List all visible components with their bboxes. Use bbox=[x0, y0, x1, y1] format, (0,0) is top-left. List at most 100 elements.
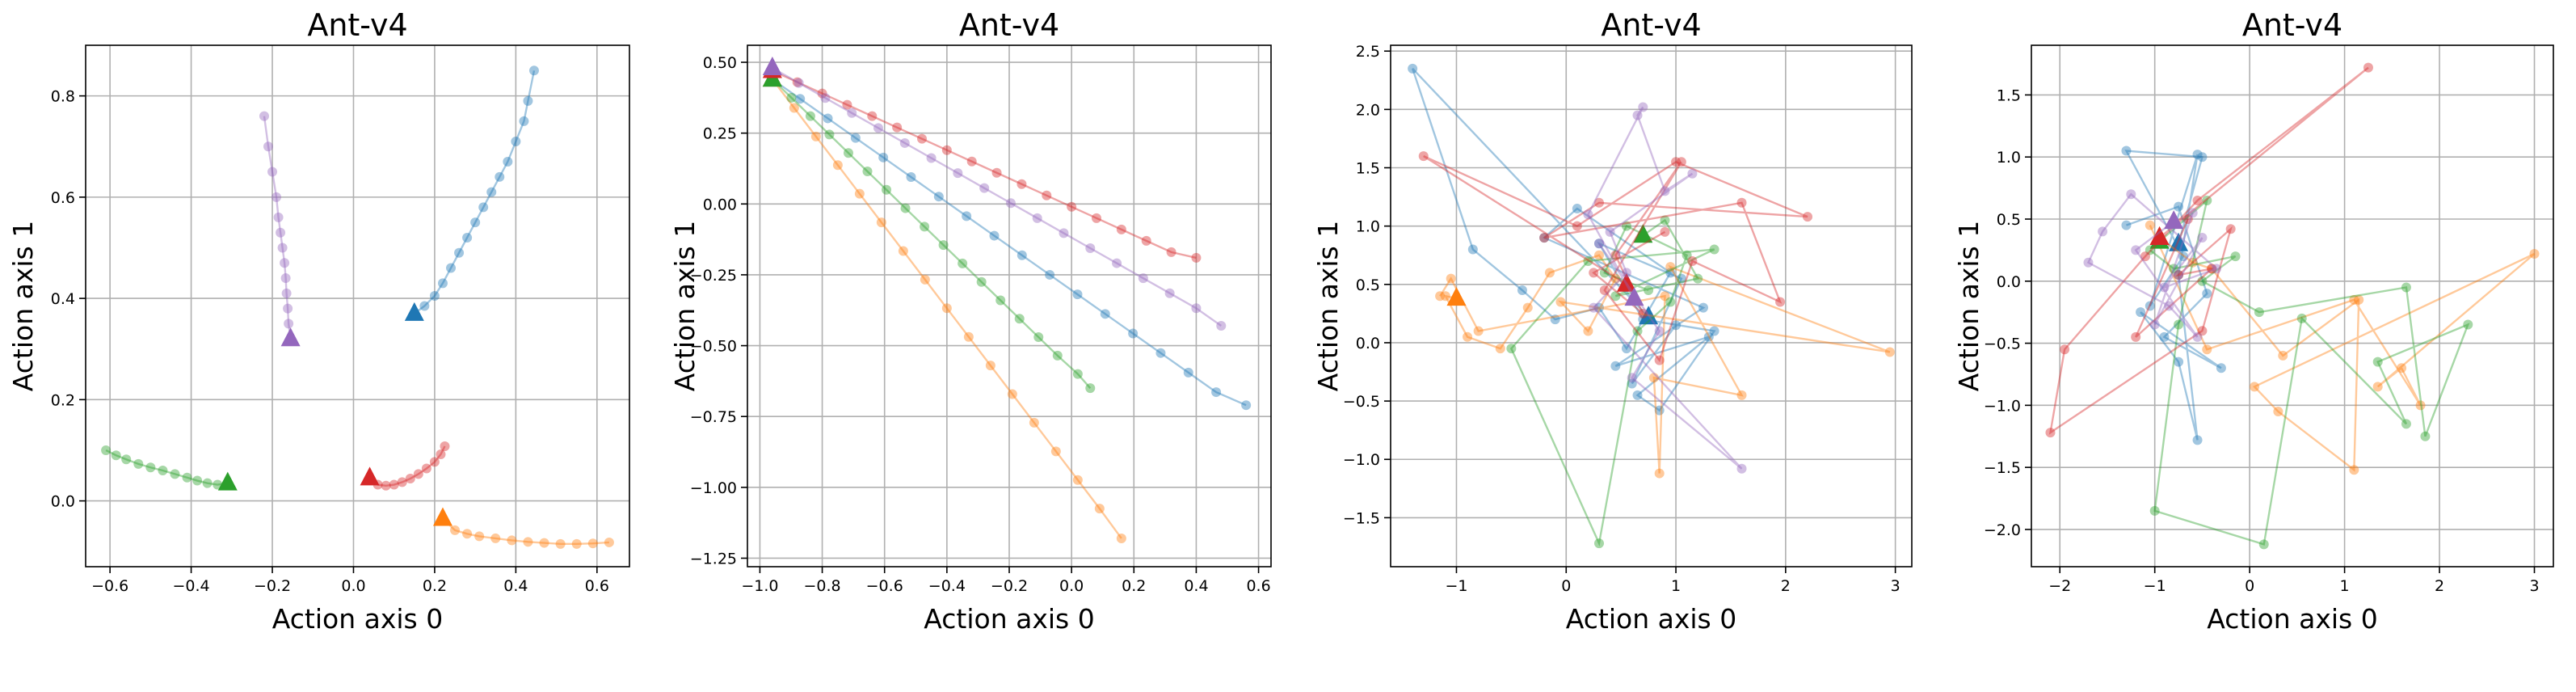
x-tick-label: 0.6 bbox=[1246, 577, 1270, 595]
x-axis-label: Action axis 0 bbox=[272, 603, 443, 635]
data-point bbox=[1682, 250, 1692, 260]
data-point bbox=[1654, 326, 1665, 336]
data-point bbox=[958, 258, 968, 268]
data-point bbox=[1014, 314, 1025, 324]
axes-frame bbox=[2031, 44, 2554, 568]
data-point bbox=[1676, 157, 1686, 167]
data-point bbox=[1665, 262, 1676, 272]
data-point bbox=[284, 319, 294, 329]
data-point bbox=[450, 525, 461, 535]
data-point bbox=[267, 167, 278, 177]
subplot-4: −2 −1 0 1 2 3 −2.0 −1.5 −1.0 −0.5 0.0 0.5 1.0 1.5 Ant-… bbox=[1953, 7, 2554, 635]
data-point bbox=[867, 111, 878, 121]
data-point bbox=[1610, 291, 1621, 302]
data-point bbox=[1155, 348, 1166, 358]
data-point bbox=[192, 475, 203, 486]
data-point bbox=[478, 202, 489, 213]
data-point bbox=[1067, 201, 1077, 212]
data-point bbox=[202, 478, 213, 488]
y-tick-label: −1.5 bbox=[1984, 459, 2021, 477]
data-point bbox=[1085, 243, 1096, 253]
data-point bbox=[421, 463, 431, 474]
data-point bbox=[2202, 289, 2212, 299]
series-red bbox=[762, 59, 1202, 263]
series-line bbox=[1509, 218, 1715, 547]
subplot-2: −1.0 −0.8 −0.6 −0.4 −0.2 0.0 0.2 0.4 0.6 −1.25 −1.… bbox=[669, 7, 1272, 635]
data-point bbox=[2401, 419, 2411, 429]
chart-title: Ant-v4 bbox=[1601, 7, 1701, 43]
series-red bbox=[2045, 62, 2373, 438]
y-tick-label: −0.5 bbox=[1343, 393, 1380, 411]
data-point bbox=[2174, 270, 2184, 281]
data-point bbox=[1473, 326, 1484, 336]
y-axis-label: Action axis 1 bbox=[669, 221, 701, 391]
data-point bbox=[892, 122, 903, 133]
data-point bbox=[1446, 273, 1456, 284]
data-point bbox=[1644, 285, 1654, 296]
data-point bbox=[446, 263, 457, 273]
x-axis-label: Action axis 0 bbox=[2207, 603, 2377, 635]
data-point bbox=[1638, 308, 1648, 319]
data-point bbox=[1648, 373, 1659, 383]
y-tick-label: −0.75 bbox=[690, 408, 737, 426]
y-tick-label: 1.5 bbox=[1356, 160, 1380, 178]
data-point bbox=[1191, 252, 1202, 263]
data-point bbox=[1632, 390, 1643, 400]
x-tick-label: −1 bbox=[2144, 577, 2166, 595]
data-point bbox=[1017, 179, 1027, 189]
data-point bbox=[2174, 201, 2184, 212]
data-point bbox=[2187, 208, 2198, 218]
data-point bbox=[1506, 344, 1517, 354]
data-point bbox=[1594, 238, 1604, 249]
data-point bbox=[793, 78, 804, 88]
y-tick-label: −1.00 bbox=[690, 479, 737, 497]
y-tick-label: −0.50 bbox=[690, 338, 737, 356]
data-point bbox=[900, 203, 911, 213]
data-point bbox=[1005, 198, 1016, 209]
data-point bbox=[1435, 291, 1446, 302]
data-point bbox=[2273, 407, 2283, 417]
data-point bbox=[462, 529, 473, 539]
series-line bbox=[105, 449, 228, 486]
data-point bbox=[1594, 250, 1604, 260]
data-point bbox=[1687, 255, 1698, 266]
data-point bbox=[1463, 331, 1473, 342]
data-point bbox=[1589, 302, 1599, 313]
data-point bbox=[2098, 226, 2108, 237]
x-tick-label: −0.6 bbox=[866, 577, 903, 595]
y-tick-label: −1.0 bbox=[1984, 397, 2021, 415]
data-point bbox=[1621, 221, 1631, 231]
start-marker bbox=[1616, 272, 1636, 292]
data-point bbox=[976, 276, 987, 287]
data-point bbox=[2258, 539, 2269, 550]
data-point bbox=[440, 441, 450, 451]
y-tick-label: 0.6 bbox=[51, 189, 75, 207]
data-point bbox=[2192, 195, 2203, 205]
data-point bbox=[1605, 226, 1615, 237]
data-point bbox=[1583, 255, 1593, 266]
data-point bbox=[963, 331, 974, 342]
x-axis-label: Action axis 0 bbox=[924, 603, 1094, 635]
data-point bbox=[1045, 269, 1055, 280]
data-point bbox=[1072, 369, 1083, 379]
y-axis-label: Action axis 1 bbox=[1312, 221, 1344, 391]
y-tick-label: 0.2 bbox=[51, 391, 75, 409]
y-tick-label: 0.50 bbox=[703, 54, 737, 72]
axes-frame bbox=[1390, 44, 1913, 568]
data-point bbox=[539, 538, 549, 548]
data-point bbox=[1116, 224, 1126, 234]
data-point bbox=[259, 111, 269, 121]
data-point bbox=[926, 153, 937, 163]
data-point bbox=[1589, 268, 1599, 278]
data-point bbox=[587, 538, 598, 549]
data-point bbox=[1583, 326, 1593, 336]
data-point bbox=[2363, 62, 2373, 73]
data-point bbox=[854, 188, 865, 199]
x-tick-label: 0.2 bbox=[423, 577, 447, 595]
start-marker bbox=[2169, 232, 2189, 251]
data-point bbox=[1594, 302, 1604, 313]
x-tick-label: 2 bbox=[1781, 577, 1791, 595]
data-point bbox=[2197, 276, 2208, 286]
y-tick-label: 0.0 bbox=[1997, 273, 2021, 291]
data-point bbox=[1665, 268, 1676, 278]
